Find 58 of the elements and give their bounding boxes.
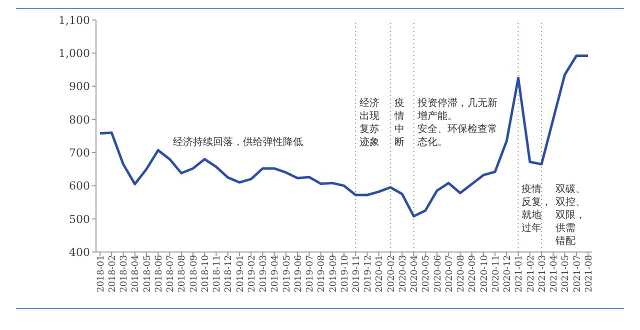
- x-tick-label: 2018-07: [166, 254, 176, 292]
- annotation: 疫情中断: [393, 96, 404, 148]
- x-tick-label: 2019-08: [317, 254, 328, 292]
- x-tick-label: 2018-10: [200, 254, 211, 292]
- y-tick-label: 400: [69, 246, 90, 259]
- x-tick-label: 2020-10: [480, 254, 490, 292]
- x-tick-label: 2019-12: [364, 255, 374, 292]
- x-tick-label: 2019-05: [282, 254, 292, 292]
- x-tick-label: 2021-04: [550, 254, 560, 292]
- x-tick-label: 2021-01: [514, 255, 525, 292]
- x-tick-label: 2020-02: [386, 255, 397, 292]
- x-tick-label: 2018-11: [212, 255, 223, 292]
- x-tick-label: 2020-09: [468, 254, 478, 292]
- y-tick-label: 1,100: [58, 14, 90, 27]
- line-series: [98, 54, 590, 218]
- annotation: 经济持续回落，供给弹性降低: [173, 136, 303, 148]
- x-tick-label: 2018-06: [154, 254, 164, 292]
- x-tick-label: 2019-09: [328, 254, 339, 292]
- x-tick-label: 2019-02: [247, 255, 258, 292]
- x-tick-label: 2020-11: [491, 255, 502, 292]
- x-tick-label: 2019-04: [270, 254, 281, 292]
- x-tick-label: 2020-05: [422, 254, 432, 292]
- x-tick-label: 2019-10: [340, 254, 350, 292]
- y-tick-label: 1,000: [58, 47, 90, 60]
- x-tick-label: 2020-01: [375, 255, 386, 292]
- x-tick-label: 2020-08: [456, 254, 467, 292]
- x-tick-label: 2019-06: [294, 254, 304, 292]
- x-tick-label: 2020-12: [503, 255, 514, 292]
- x-tick-label: 2020-06: [433, 254, 444, 292]
- annotation: 投资停滞，几无新增产能。安全、环保检查常态化。: [416, 96, 498, 148]
- x-tick-label: 2018-04: [131, 254, 142, 292]
- x-tick-label: 2021-07: [572, 254, 583, 292]
- y-tick-label: 500: [69, 212, 90, 226]
- x-tick-label: 2020-07: [444, 254, 455, 292]
- x-tick-label: 2018-08: [178, 254, 188, 292]
- x-tick-label: 2018-05: [142, 254, 153, 292]
- x-tick-label: 2020-03: [398, 254, 408, 292]
- x-tick-label: 2018-01: [96, 255, 106, 292]
- x-tick-label: 2019-11: [352, 255, 362, 292]
- x-tick-label: 2021-03: [538, 254, 548, 292]
- annotation: 经济出现复苏迹象: [360, 96, 380, 148]
- x-tick-label: 2019-03: [259, 254, 270, 292]
- annotation: 疫情反复，就地过年: [521, 183, 552, 234]
- y-tick-label: 800: [69, 113, 90, 126]
- x-tick-label: 2018-02: [108, 255, 118, 292]
- annotation: 双碳、双控、双限，供需错配: [554, 183, 586, 248]
- x-tick-label: 2018-12: [224, 255, 234, 292]
- x-tick-label: 2018-03: [120, 254, 130, 292]
- x-tick-label: 2021-05: [561, 254, 572, 292]
- x-tick-label: 2019-07: [306, 254, 316, 292]
- x-tick-label: 2020-04: [410, 254, 420, 292]
- y-tick-label: 900: [69, 80, 90, 94]
- x-tick-label: 2021-08: [584, 254, 594, 292]
- y-tick-label: 700: [69, 146, 90, 160]
- y-tick-label: 600: [69, 180, 90, 193]
- x-tick-label: 2021-02: [526, 255, 536, 292]
- x-tick-label: 2018-09: [189, 254, 200, 292]
- x-tick-label: 2019-01: [236, 255, 246, 292]
